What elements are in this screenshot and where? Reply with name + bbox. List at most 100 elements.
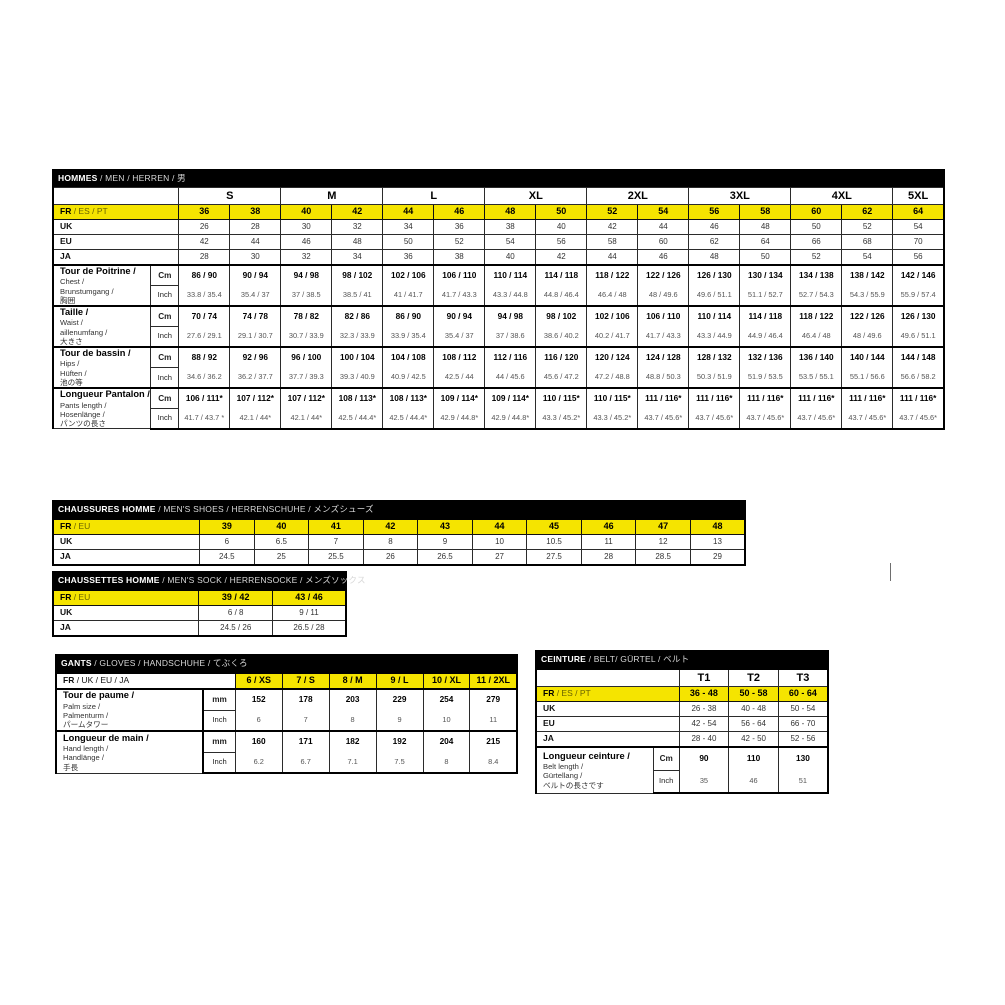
men-size-value: 42 [331, 204, 384, 220]
men-measure-inch-value: 43.7 / 45.6* [841, 408, 894, 430]
men-measure-cm-value: 118 / 122 [586, 264, 639, 286]
men-measure-inch-value: 46.4 / 48 [586, 285, 639, 307]
men-measure-cm-value: 70 / 74 [178, 305, 231, 327]
gloves-size-table-block: GANTS / GLOVES / HANDSCHUHE / てぶくろ FR / … [54, 654, 519, 774]
men-measure-inch-value: 43.7 / 45.6* [637, 408, 690, 430]
measure-title: Longueur Pantalon / [60, 389, 150, 400]
men-size-value: 44 [382, 204, 435, 220]
measure-line-ja: 池の等 [60, 377, 83, 387]
gloves-measure-inch-value: 11 [469, 710, 519, 732]
men-size-value: 48 [739, 219, 792, 235]
shoes-size-value: 13 [689, 534, 746, 550]
shoes-size-value: 26 [362, 549, 419, 566]
men-size-value: 36 [433, 219, 486, 235]
men-measure-inch-value: 48 / 49.6 [841, 326, 894, 348]
men-measure-cm-value: 110 / 114 [484, 264, 537, 286]
men-measure-cm-value: 126 / 130 [688, 264, 741, 286]
gloves-measure-mm-value: 160 [234, 730, 283, 752]
shoes-size-value: 12 [635, 534, 691, 550]
men-measure-inch-value: 42.1 / 44* [280, 408, 333, 430]
belt-group-t1: T1 [678, 668, 730, 687]
men-measure-cm-value: 108 / 113* [331, 387, 384, 409]
men-measure-label: Tour de bassin / Hips / Hüften / 池の等 [52, 346, 152, 389]
men-measure-row-inch: Inch 41.7 / 43.7 * 42.1 / 44* 42.1 / 44* 42.… [53, 408, 946, 430]
men-measure-cm-value: 88 / 92 [178, 346, 231, 368]
men-measure-cm-value: 98 / 102 [331, 264, 384, 286]
size-system-primary: UK [60, 221, 73, 232]
men-measure-inch-value: 48.8 / 50.3 [637, 367, 690, 389]
men-size-value: 48 [331, 234, 384, 250]
measure-line-de: Hüften / [60, 368, 87, 378]
men-group-s: S [178, 187, 282, 205]
measure-line-ja: 胸囲 [60, 295, 76, 305]
gloves-measure-inch-value: 9 [375, 710, 424, 732]
shoes-size-value: 46 [580, 518, 637, 535]
socks-size-value: 43 / 46 [271, 589, 347, 606]
men-measure-inch-value: 45.6 / 47.2 [535, 367, 588, 389]
men-size-value: 46 [637, 249, 690, 266]
size-system-primary: UK [60, 536, 73, 547]
size-system-label: FR / ES / PT [534, 686, 680, 702]
men-measure-cm-value: 108 / 113* [382, 387, 435, 409]
size-system-primary: FR [60, 206, 72, 217]
men-size-value: 42 [535, 249, 588, 266]
belt-group-header-row: T1 T2 T3 [534, 668, 829, 687]
men-measure-cm-value: 111 / 116* [892, 387, 946, 409]
size-system-primary: FR [543, 688, 555, 699]
men-measure-cm-value: 106 / 110 [637, 305, 690, 327]
shoes-size-value: 29 [689, 549, 746, 566]
shoes-size-value: 27.5 [526, 549, 582, 566]
men-measure-cm-value: 118 / 122 [790, 305, 843, 327]
belt-section-subtitle: / BELT/ GÜRTEL / ベルト [586, 654, 690, 664]
men-measure-cm-value: 116 / 120 [535, 346, 588, 368]
shoes-size-row: UK 6 6.5 7 8 9 10 10.5 11 12 13 [52, 534, 746, 550]
men-measure-inch-value: 43.3 / 44.9 [688, 326, 741, 348]
gloves-measure-inch-value: 10 [422, 710, 471, 732]
men-size-value: 42 [178, 234, 231, 250]
men-size-value: 38 [229, 204, 282, 220]
belt-size-value: 56 - 64 [728, 716, 779, 732]
belt-size-value: 40 - 48 [728, 701, 779, 717]
men-measure-cm-value: 100 / 104 [331, 346, 384, 368]
men-measure-cm-value: 109 / 114* [433, 387, 486, 409]
belt-measure-cm-value: 130 [777, 746, 829, 770]
men-measure-row-inch: Inch 34.6 / 36.2 36.2 / 37.7 37.7 / 39.3 39.… [53, 367, 946, 389]
men-size-value: 60 [637, 234, 690, 250]
shoes-size-value: 40 [253, 518, 310, 535]
measure-line-en: Palm size / [63, 701, 101, 711]
shoes-size-value: 7 [308, 534, 364, 550]
size-system-primary: JA [60, 251, 71, 262]
men-measure-inch-value: 49.6 / 51.1 [892, 326, 946, 348]
men-measure-row-cm: Taille / Waist / aillenumfang / 大きさ Cm 70 / 7… [52, 305, 946, 348]
gloves-measure-label: Longueur de main / Hand length / Handlänge… [54, 730, 204, 774]
men-measure-inch-value: 40.9 / 42.5 [382, 367, 435, 389]
size-system-primary: EU [543, 718, 555, 729]
belt-measure-cm-value: 110 [728, 746, 779, 770]
shoes-size-value: 8 [362, 534, 419, 550]
shoes-size-value: 26.5 [417, 549, 473, 566]
men-measure-inch-value: 56.6 / 58.2 [892, 367, 946, 389]
men-measure-cm-value: 134 / 138 [790, 264, 843, 286]
socks-size-row: JA 24.5 / 26 26.5 / 28 [52, 620, 347, 637]
measure-line-ja: ベルトの長さです [543, 780, 604, 790]
socks-size-value: 39 / 42 [198, 589, 273, 606]
men-measure-cm-value: 122 / 126 [637, 264, 690, 286]
men-unit-cm: Cm [150, 346, 180, 369]
socks-size-value: 6 / 8 [198, 605, 273, 621]
men-size-value: 32 [331, 219, 384, 235]
measure-line-de: Handlänge / [63, 753, 104, 763]
gloves-measure-mm-value: 279 [469, 688, 519, 710]
gloves-size-value: 10 / XL [422, 672, 471, 690]
shoes-section-title: CHAUSSURES HOMME [58, 504, 156, 514]
men-size-value: 44 [229, 234, 282, 250]
gloves-measure-mm-value: 203 [328, 688, 377, 710]
men-size-value: 50 [535, 204, 588, 220]
men-group-header-row: S M L XL 2XL 3XL 4XL 5XL [52, 187, 946, 205]
shoes-size-value: 25.5 [308, 549, 364, 566]
men-size-value: 46 [433, 204, 486, 220]
shoes-size-value: 39 [199, 518, 255, 535]
gloves-measure-inch-value: 6 [234, 710, 283, 732]
men-group-4xl: 4XL [790, 187, 894, 205]
